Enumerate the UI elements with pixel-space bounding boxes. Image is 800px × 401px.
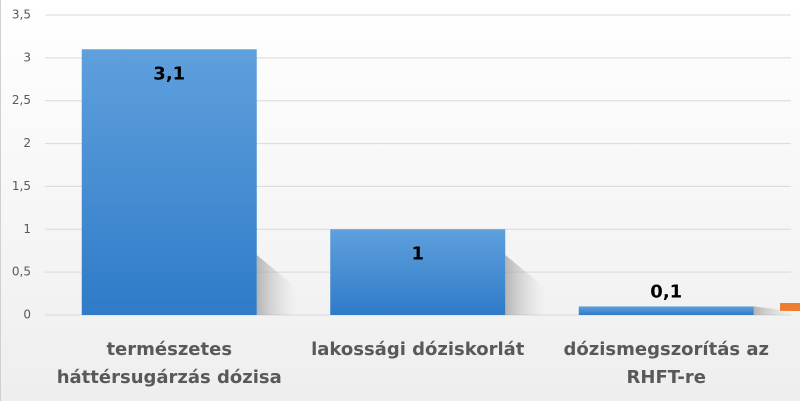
y-tick-label: 0 <box>23 308 31 322</box>
y-tick-label: 2,5 <box>12 93 31 107</box>
y-tick-label: 1 <box>23 222 31 236</box>
bar-shadow <box>753 306 794 315</box>
y-tick-label: 1,5 <box>12 179 31 193</box>
data-label: 0,1 <box>650 281 682 302</box>
cropped-legend-marker <box>780 303 800 311</box>
data-label: 1 <box>411 243 424 264</box>
y-tick-label: 3 <box>23 50 31 64</box>
bar-shadow <box>505 255 546 315</box>
x-tick-label: dózismegszorítás az RHFT-re <box>563 339 769 388</box>
bar <box>578 306 754 315</box>
y-tick-label: 0,5 <box>12 265 31 279</box>
y-tick-label: 3,5 <box>12 8 31 22</box>
y-tick-label: 2 <box>23 136 31 150</box>
bar <box>81 49 257 316</box>
x-tick-label: természetes háttérsugárzás dózisa <box>56 339 282 388</box>
x-tick-label: lakossági dóziskorlát <box>311 339 525 360</box>
bar <box>330 229 506 315</box>
bar-shadow <box>256 255 297 315</box>
data-label: 3,1 <box>153 63 185 84</box>
